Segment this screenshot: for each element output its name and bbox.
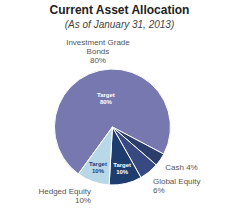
label-line: 80%: [90, 56, 106, 65]
label-line: Investment Grade: [66, 38, 130, 47]
label-line: 10%: [92, 168, 105, 174]
title: Current Asset Allocation: [50, 3, 190, 17]
label-line: Target: [89, 161, 107, 167]
chart: Current Asset Allocation (As of January 3…: [0, 0, 239, 211]
label-line: Bonds: [87, 47, 110, 56]
data-label: Target10%: [89, 161, 107, 174]
label-line: 10%: [116, 169, 129, 175]
label-line: Hedged Equity: [38, 187, 90, 196]
subtitle: (As of January 31, 2013): [65, 19, 175, 30]
label-line: Global Equity: [153, 177, 201, 186]
category-label: Global Equity6%: [153, 177, 201, 195]
category-label: Hedged Equity10%: [38, 187, 90, 205]
category-label: Investment GradeBonds80%: [66, 38, 130, 65]
data-label: Target10%: [113, 162, 131, 175]
data-label: Target80%: [97, 92, 115, 105]
background: [0, 0, 239, 211]
label-line: 6%: [153, 186, 165, 195]
label-line: 10%: [75, 196, 91, 205]
slice: [78, 127, 112, 185]
slices: [54, 69, 170, 185]
label-line: Target: [97, 92, 115, 98]
category-label: Cash 4%: [165, 163, 197, 172]
labels: Investment GradeBonds80%Cash 4%Global Eq…: [38, 38, 200, 206]
slice: [109, 127, 141, 185]
label-line: 80%: [100, 99, 113, 105]
pie-area: Investment GradeBonds80%Cash 4%Global Eq…: [38, 38, 200, 206]
label-line: Target: [113, 162, 131, 168]
label-line: Cash 4%: [165, 163, 197, 172]
